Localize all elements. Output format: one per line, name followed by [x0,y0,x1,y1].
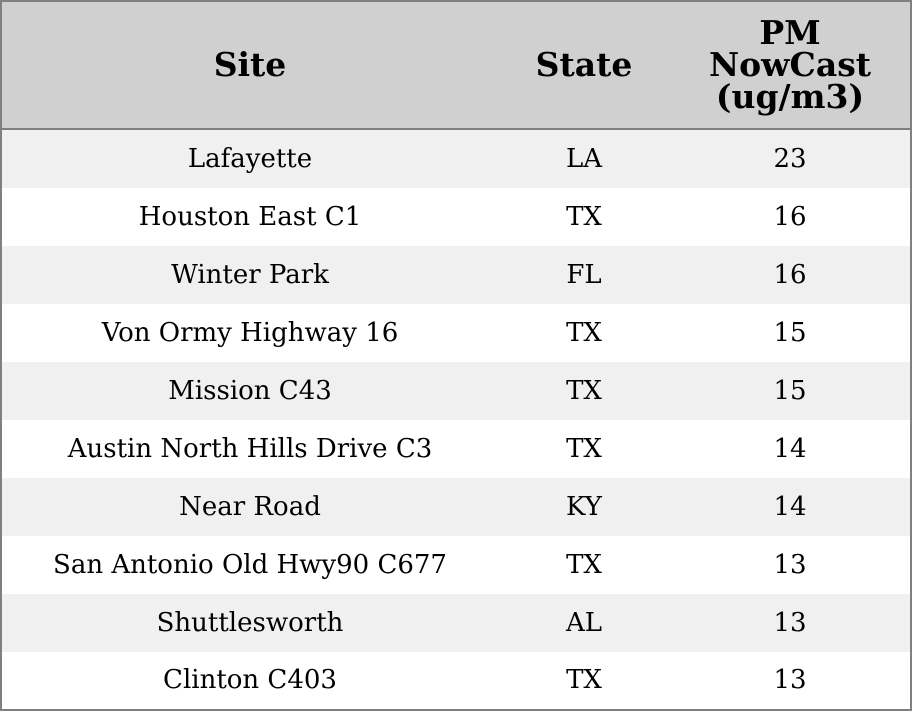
header-site: Site [2,2,498,130]
cell-pm-value: 14 [670,478,910,536]
header-site-line: Site [213,45,287,84]
cell-site: Von Ormy Highway 16 [2,304,498,362]
header-state-line: State [535,45,633,84]
cell-site: Austin North Hills Drive C3 [2,420,498,478]
cell-state: TX [498,304,670,362]
table-row: Lafayette LA 23 [2,129,910,188]
cell-state: TX [498,188,670,246]
header-state: State [498,2,670,130]
cell-pm-value: 13 [670,594,910,652]
header-pm-line-2: NowCast [708,45,872,84]
header-pm-line-3: (ug/m3) [715,77,865,116]
cell-state: TX [498,362,670,420]
cell-pm-value: 16 [670,188,910,246]
cell-pm-value: 15 [670,362,910,420]
cell-state: KY [498,478,670,536]
cell-state: AL [498,594,670,652]
cell-pm-value: 13 [670,536,910,594]
cell-site: Winter Park [2,246,498,304]
cell-site: Mission C43 [2,362,498,420]
table-row: Mission C43 TX 15 [2,362,910,420]
cell-state: LA [498,129,670,188]
cell-site: Shuttlesworth [2,594,498,652]
table-row: Winter Park FL 16 [2,246,910,304]
table-row: San Antonio Old Hwy90 C677 TX 13 [2,536,910,594]
table-body: Lafayette LA 23 Houston East C1 TX 16 Winter P… [2,129,910,708]
header-pm-nowcast: PM NowCast (ug/m3) [670,2,910,130]
cell-pm-value: 15 [670,304,910,362]
cell-site: Lafayette [2,129,498,188]
cell-site: Near Road [2,478,498,536]
table-row: Von Ormy Highway 16 TX 15 [2,304,910,362]
cell-site: Clinton C403 [2,652,498,708]
cell-pm-value: 16 [670,246,910,304]
header-pm-line-1: PM [759,13,821,52]
cell-pm-value: 14 [670,420,910,478]
cell-pm-value: 13 [670,652,910,708]
table-row: Shuttlesworth AL 13 [2,594,910,652]
table-row: Clinton C403 TX 13 [2,652,910,708]
cell-pm-value: 23 [670,129,910,188]
cell-site: Houston East C1 [2,188,498,246]
cell-state: TX [498,420,670,478]
table-row: Near Road KY 14 [2,478,910,536]
header-row: Site State PM NowCast (ug/m3) [2,2,910,130]
cell-state: TX [498,536,670,594]
cell-state: FL [498,246,670,304]
cell-site: San Antonio Old Hwy90 C677 [2,536,498,594]
table-row: Houston East C1 TX 16 [2,188,910,246]
table-row: Austin North Hills Drive C3 TX 14 [2,420,910,478]
cell-state: TX [498,652,670,708]
